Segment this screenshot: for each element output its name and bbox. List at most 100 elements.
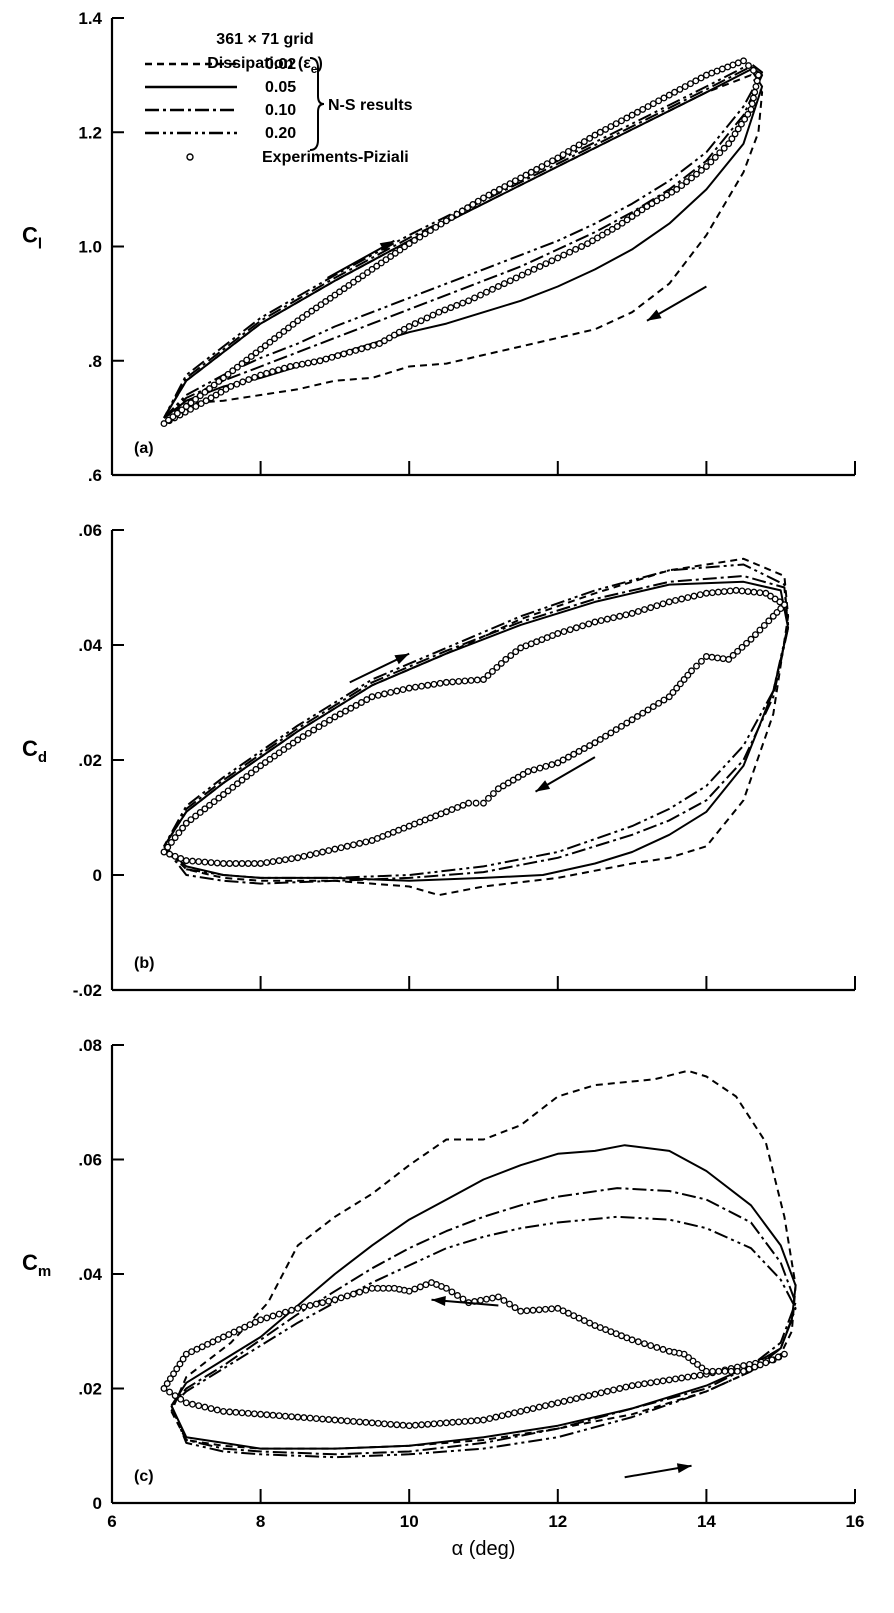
data-point <box>225 1331 233 1338</box>
data-point <box>673 684 681 692</box>
series-experiments <box>160 586 788 867</box>
data-point <box>229 783 237 791</box>
data-point <box>374 1419 382 1427</box>
data-point <box>649 100 657 108</box>
data-point <box>693 662 700 670</box>
data-point <box>411 1421 419 1429</box>
data-point <box>543 160 551 168</box>
data-point <box>416 1283 424 1291</box>
data-point <box>467 1417 475 1425</box>
data-point <box>310 358 318 366</box>
data-point <box>780 1350 788 1358</box>
data-point <box>687 80 694 88</box>
data-point <box>436 679 444 687</box>
series-line-0-10 <box>163 65 764 419</box>
data-point <box>692 77 700 85</box>
data-point <box>328 353 336 361</box>
data-point <box>659 1377 667 1385</box>
data-point <box>602 125 610 133</box>
data-point <box>494 1293 502 1301</box>
data-point <box>579 1393 587 1401</box>
data-point <box>171 852 179 860</box>
data-point <box>204 1340 211 1348</box>
data-point <box>233 780 241 788</box>
data-point <box>219 1333 227 1341</box>
data-point <box>659 600 667 608</box>
data-point <box>210 381 218 389</box>
data-point <box>685 1354 693 1362</box>
data-point <box>164 843 172 851</box>
data-point <box>250 1410 258 1418</box>
data-point <box>689 1357 697 1365</box>
data-point <box>554 154 562 162</box>
data-point <box>169 413 177 421</box>
data-point <box>719 655 727 663</box>
data-point <box>385 1284 393 1292</box>
data-point <box>602 732 610 740</box>
data-point <box>560 251 568 259</box>
data-point <box>182 1399 190 1407</box>
data-point <box>193 1345 201 1353</box>
data-point <box>401 243 409 251</box>
data-point <box>580 138 588 146</box>
data-point <box>711 153 719 161</box>
data-point <box>271 335 278 343</box>
data-point <box>517 1407 525 1415</box>
data-point <box>529 1306 537 1314</box>
data-point <box>387 1420 395 1428</box>
data-point <box>182 857 190 865</box>
x-tick-label: 8 <box>256 1512 265 1531</box>
data-point <box>423 314 431 322</box>
data-point <box>281 1412 289 1420</box>
legend-brace <box>309 57 325 151</box>
data-point <box>502 655 510 663</box>
data-point <box>628 213 636 220</box>
data-point <box>241 1323 249 1331</box>
data-point <box>298 314 306 321</box>
data-point <box>160 1385 168 1392</box>
data-point <box>416 233 424 241</box>
data-point <box>518 271 526 279</box>
data-point <box>612 726 620 734</box>
data-point <box>570 1312 578 1320</box>
data-point <box>750 66 757 74</box>
legend-marker <box>186 153 194 161</box>
data-point <box>494 283 502 290</box>
data-point <box>453 210 461 218</box>
data-point <box>257 1410 265 1418</box>
data-point <box>671 596 679 604</box>
data-point <box>641 1380 648 1388</box>
data-point <box>243 773 251 780</box>
y-tick-label: -.02 <box>73 981 102 1000</box>
data-point <box>511 177 519 185</box>
data-point <box>729 651 737 659</box>
data-point <box>418 1421 426 1429</box>
data-point <box>215 794 223 802</box>
data-point <box>160 420 168 428</box>
data-point <box>488 668 496 675</box>
data-point <box>554 1399 562 1407</box>
data-point <box>747 105 755 113</box>
data-point <box>455 1418 463 1426</box>
data-point <box>585 620 593 628</box>
data-point <box>387 688 395 696</box>
data-point <box>643 203 651 210</box>
data-point <box>586 1319 594 1327</box>
data-point <box>653 1378 661 1386</box>
data-point <box>337 1417 345 1424</box>
data-point <box>768 1356 776 1364</box>
data-point <box>744 110 752 118</box>
data-point <box>442 808 450 816</box>
data-point <box>396 246 404 254</box>
data-point <box>455 677 463 685</box>
data-point <box>340 350 348 358</box>
data-point <box>160 848 168 856</box>
data-point <box>331 1416 339 1424</box>
data-point <box>603 615 611 623</box>
data-point <box>752 83 760 90</box>
data-point <box>325 1416 333 1423</box>
data-point <box>530 265 538 273</box>
data-point <box>219 860 227 867</box>
data-point <box>405 323 413 330</box>
data-point <box>597 617 605 625</box>
